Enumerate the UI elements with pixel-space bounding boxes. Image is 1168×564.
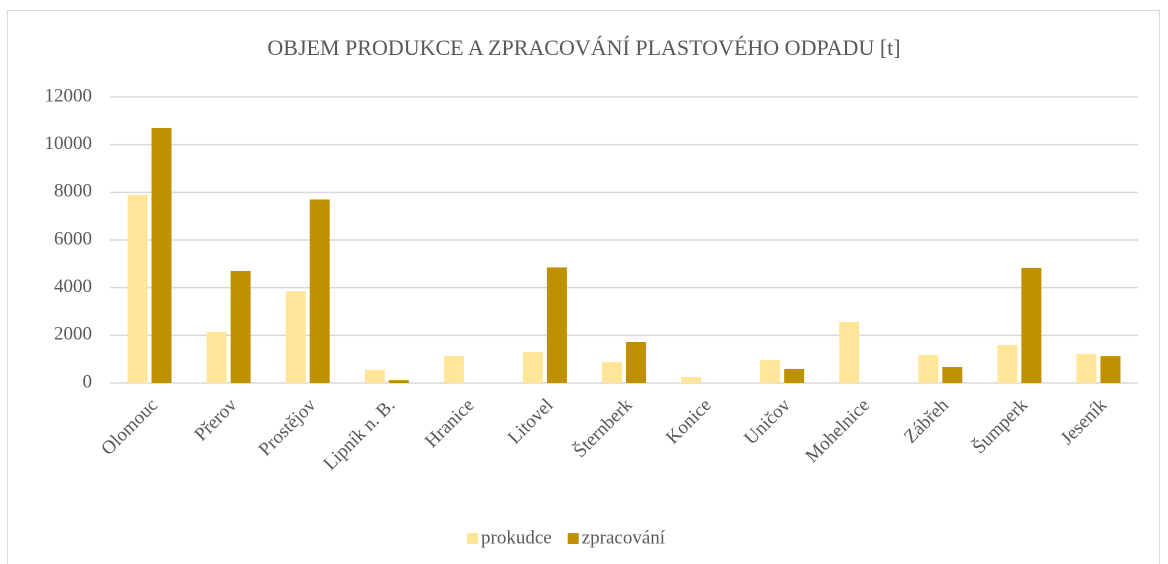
bar [546,267,567,383]
legend-swatch [567,533,579,544]
bar [522,352,543,383]
y-tick-label: 8000 [54,181,92,202]
bar [230,270,251,383]
bar [626,342,646,383]
bar [997,345,1018,383]
legend-swatch [467,533,478,544]
bar [1100,356,1121,383]
chart-title: OBJEM PRODUKCE A ZPRACOVÁNÍ PLASTOVÉHO O… [267,35,900,60]
legend-label: zpracování [582,527,666,548]
bar [388,380,409,383]
y-tick-label: 10000 [45,133,93,154]
bar [942,367,963,383]
bar [918,355,939,383]
bar [602,362,622,383]
y-tick-label: 2000 [54,324,92,345]
y-tick-label: 0 [83,371,93,392]
bar [1021,267,1042,383]
y-tick-label: 4000 [54,276,92,297]
bar [151,127,172,383]
bar [784,368,805,383]
bar [1076,353,1097,383]
bar [285,291,306,383]
legend-label: prokudce [481,527,552,548]
bar [760,360,781,383]
bar [364,369,385,383]
y-tick-label: 6000 [54,228,92,249]
bar [681,377,702,383]
bar [443,356,464,383]
bar [839,321,860,383]
bar [127,194,148,383]
bar [206,331,227,383]
y-tick-label: 12000 [45,85,93,106]
bar [309,199,330,383]
